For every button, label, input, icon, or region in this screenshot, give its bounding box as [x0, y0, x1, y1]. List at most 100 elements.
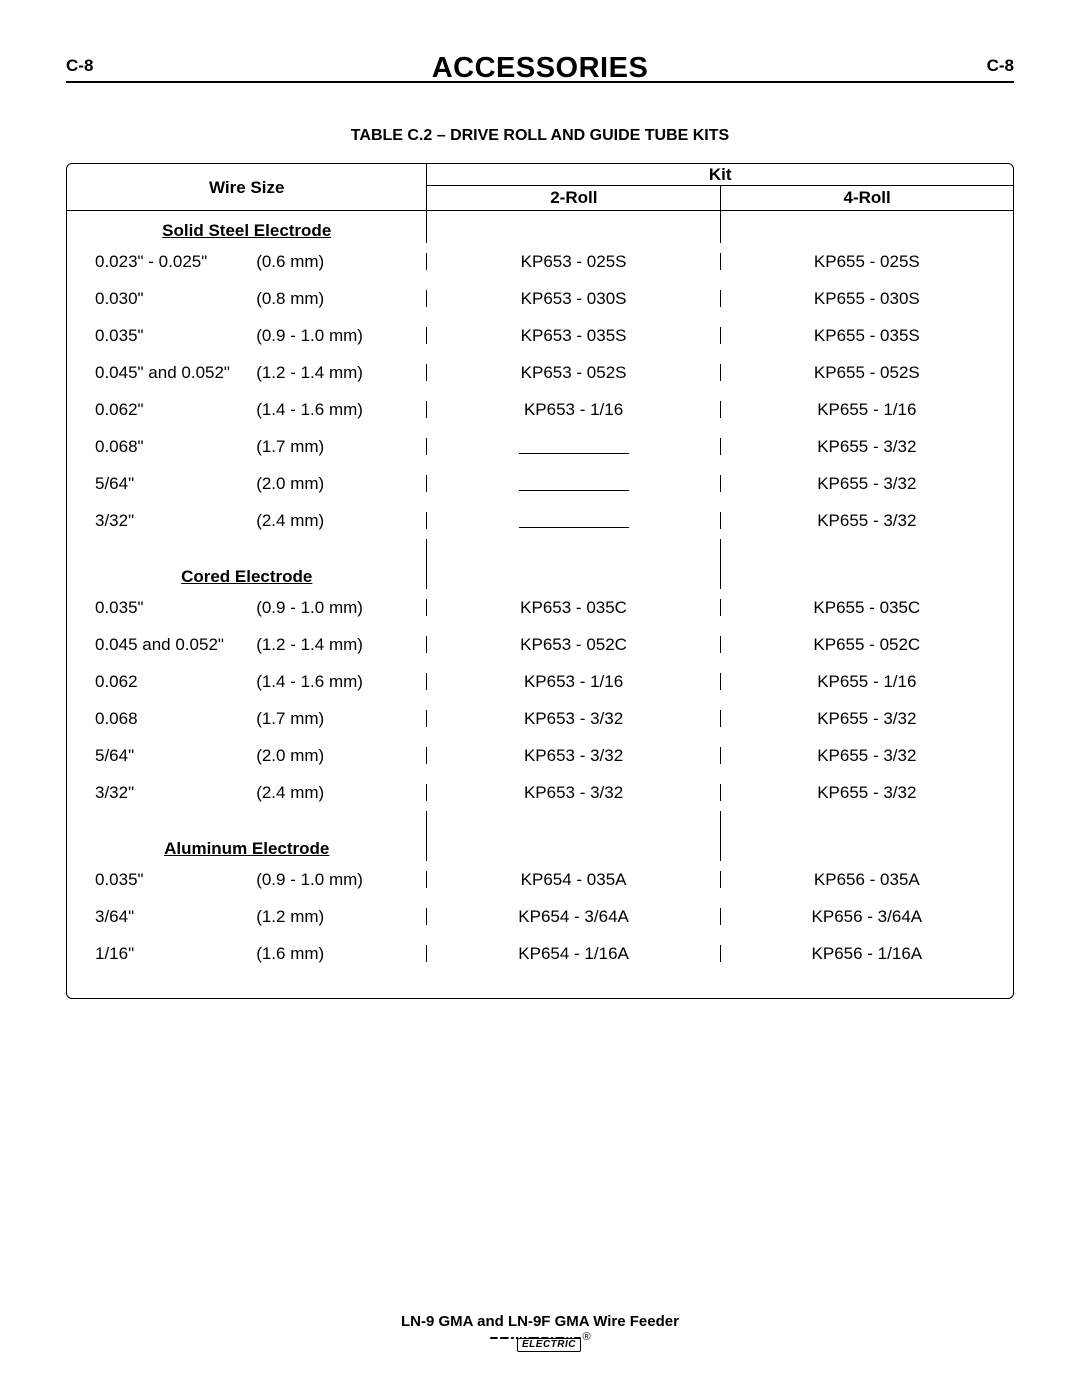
- blank-line: [519, 479, 629, 491]
- wire-size-metric: (0.9 - 1.0 mm): [256, 871, 426, 888]
- wire-size-imperial: 0.068: [67, 710, 256, 727]
- kit-4roll: KP655 - 1/16: [720, 673, 1013, 690]
- wire-size-imperial: 0.062": [67, 401, 256, 418]
- table-row: 0.023" - 0.025"(0.6 mm)KP653 - 025SKP655…: [67, 243, 1013, 280]
- brand-logo: LINCOLN® ELECTRIC: [490, 1337, 589, 1352]
- wire-size-imperial: 5/64": [67, 747, 256, 764]
- page-header: C-8 ACCESSORIES C-8: [66, 46, 1014, 83]
- wire-size-metric: (0.8 mm): [256, 290, 426, 307]
- wire-size-metric: (1.7 mm): [256, 710, 426, 727]
- kit-2roll: KP653 - 3/32: [426, 710, 719, 727]
- wire-size-imperial: 5/64": [67, 475, 256, 492]
- wire-size-imperial: 3/32": [67, 512, 256, 529]
- section-title: ACCESSORIES: [432, 52, 649, 85]
- kit-4roll: KP655 - 030S: [720, 290, 1013, 307]
- kit-4roll: KP656 - 035A: [720, 871, 1013, 888]
- kit-4roll: KP655 - 3/32: [720, 747, 1013, 764]
- wire-size-metric: (2.4 mm): [256, 784, 426, 801]
- wire-size-imperial: 0.068": [67, 438, 256, 455]
- table-row: 1/16"(1.6 mm)KP654 - 1/16AKP656 - 1/16A: [67, 935, 1013, 972]
- kit-4roll: KP656 - 1/16A: [720, 945, 1013, 962]
- wire-size-metric: (0.6 mm): [256, 253, 426, 270]
- kit-4roll: KP655 - 3/32: [720, 710, 1013, 727]
- kit-2roll: KP653 - 035C: [426, 599, 719, 616]
- kit-2roll: KP653 - 035S: [426, 327, 719, 344]
- kit-2roll: KP653 - 052S: [426, 364, 719, 381]
- wire-size-imperial: 0.035": [67, 599, 256, 616]
- kit-2roll: KP653 - 3/32: [426, 747, 719, 764]
- wire-size-metric: (0.9 - 1.0 mm): [256, 327, 426, 344]
- table-row: 5/64"(2.0 mm)KP653 - 3/32KP655 - 3/32: [67, 737, 1013, 774]
- wire-size-imperial: 0.062: [67, 673, 256, 690]
- wire-size-metric: (2.4 mm): [256, 512, 426, 529]
- section-heading: Cored Electrode: [67, 539, 426, 589]
- table-row: 0.030"(0.8 mm)KP653 - 030SKP655 - 030S: [67, 280, 1013, 317]
- kit-4roll: KP655 - 052C: [720, 636, 1013, 653]
- page-number-right: C-8: [987, 56, 1014, 76]
- kit-4roll: KP655 - 052S: [720, 364, 1013, 381]
- table-row: 0.045 and 0.052"(1.2 - 1.4 mm)KP653 - 05…: [67, 626, 1013, 663]
- kit-4roll: KP655 - 3/32: [720, 475, 1013, 492]
- section-heading: Solid Steel Electrode: [67, 211, 426, 243]
- kit-2roll: KP654 - 1/16A: [426, 945, 719, 962]
- page-number-left: C-8: [66, 56, 93, 76]
- kit-2roll: KP654 - 035A: [426, 871, 719, 888]
- wire-size-imperial: 1/16": [67, 945, 256, 962]
- table-row: 0.068"(1.7 mm)KP655 - 3/32: [67, 428, 1013, 465]
- table-row: 0.062"(1.4 - 1.6 mm)KP653 - 1/16KP655 - …: [67, 391, 1013, 428]
- wire-size-imperial: 0.045 and 0.052": [67, 636, 256, 653]
- table-header-row: Wire Size Kit 2-Roll 4-Roll: [67, 164, 1013, 211]
- table-row: 3/32"(2.4 mm)KP653 - 3/32KP655 - 3/32: [67, 774, 1013, 811]
- kit-4roll: KP655 - 035C: [720, 599, 1013, 616]
- wire-size-metric: (1.4 - 1.6 mm): [256, 673, 426, 690]
- wire-size-imperial: 0.023" - 0.025": [67, 253, 256, 270]
- kit-2roll: KP653 - 1/16: [426, 673, 719, 690]
- wire-size-metric: (1.6 mm): [256, 945, 426, 962]
- table-row: 0.035"(0.9 - 1.0 mm)KP653 - 035SKP655 - …: [67, 317, 1013, 354]
- section-heading: Aluminum Electrode: [67, 811, 426, 861]
- brand-electric: ELECTRIC: [517, 1338, 581, 1352]
- kit-2roll: [426, 438, 719, 455]
- kit-2roll: KP654 - 3/64A: [426, 908, 719, 925]
- col-wire-size: Wire Size: [67, 164, 426, 211]
- wire-size-metric: (1.2 - 1.4 mm): [256, 636, 426, 653]
- kit-4roll: KP655 - 3/32: [720, 512, 1013, 529]
- table-row: 3/32"(2.4 mm) KP655 - 3/32: [67, 502, 1013, 539]
- wire-size-metric: (1.2 mm): [256, 908, 426, 925]
- kit-2roll: KP653 - 025S: [426, 253, 719, 270]
- kit-4roll: KP656 - 3/64A: [720, 908, 1013, 925]
- table-row: 3/64"(1.2 mm)KP654 - 3/64AKP656 - 3/64A: [67, 898, 1013, 935]
- wire-size-imperial: 3/32": [67, 784, 256, 801]
- kit-2roll: [426, 475, 719, 492]
- wire-size-metric: (0.9 - 1.0 mm): [256, 599, 426, 616]
- blank-line: [519, 516, 629, 528]
- kit-2roll: KP653 - 1/16: [426, 401, 719, 418]
- wire-size-imperial: 3/64": [67, 908, 256, 925]
- col-2roll: 2-Roll: [427, 186, 720, 211]
- table-row: 0.035"(0.9 - 1.0 mm)KP653 - 035CKP655 - …: [67, 589, 1013, 626]
- blank-line: [519, 442, 629, 454]
- kit-2roll: KP653 - 052C: [426, 636, 719, 653]
- kit-2roll: KP653 - 030S: [426, 290, 719, 307]
- kit-4roll: KP655 - 1/16: [720, 401, 1013, 418]
- kit-4roll: KP655 - 035S: [720, 327, 1013, 344]
- kits-table: Wire Size Kit 2-Roll 4-Roll Solid Steel …: [66, 163, 1014, 999]
- kit-4roll: KP655 - 025S: [720, 253, 1013, 270]
- table-title: TABLE C.2 – DRIVE ROLL AND GUIDE TUBE KI…: [66, 127, 1014, 145]
- kit-2roll: KP653 - 3/32: [426, 784, 719, 801]
- col-4roll: 4-Roll: [720, 186, 1013, 211]
- col-kit: Kit: [427, 164, 1013, 186]
- table-row: 5/64"(2.0 mm) KP655 - 3/32: [67, 465, 1013, 502]
- kit-4roll: KP655 - 3/32: [720, 438, 1013, 455]
- kit-2roll: [426, 512, 719, 529]
- table-row: 0.045" and 0.052"(1.2 - 1.4 mm)KP653 - 0…: [67, 354, 1013, 391]
- page-footer: LN-9 GMA and LN-9F GMA Wire Feeder LINCO…: [0, 1313, 1080, 1352]
- wire-size-imperial: 0.045" and 0.052": [67, 364, 256, 381]
- wire-size-metric: (1.4 - 1.6 mm): [256, 401, 426, 418]
- table-row: 0.035"(0.9 - 1.0 mm)KP654 - 035AKP656 - …: [67, 861, 1013, 898]
- table-row: 0.062(1.4 - 1.6 mm)KP653 - 1/16KP655 - 1…: [67, 663, 1013, 700]
- wire-size-imperial: 0.035": [67, 871, 256, 888]
- wire-size-metric: (2.0 mm): [256, 475, 426, 492]
- table-row: 0.068(1.7 mm)KP653 - 3/32KP655 - 3/32: [67, 700, 1013, 737]
- wire-size-imperial: 0.035": [67, 327, 256, 344]
